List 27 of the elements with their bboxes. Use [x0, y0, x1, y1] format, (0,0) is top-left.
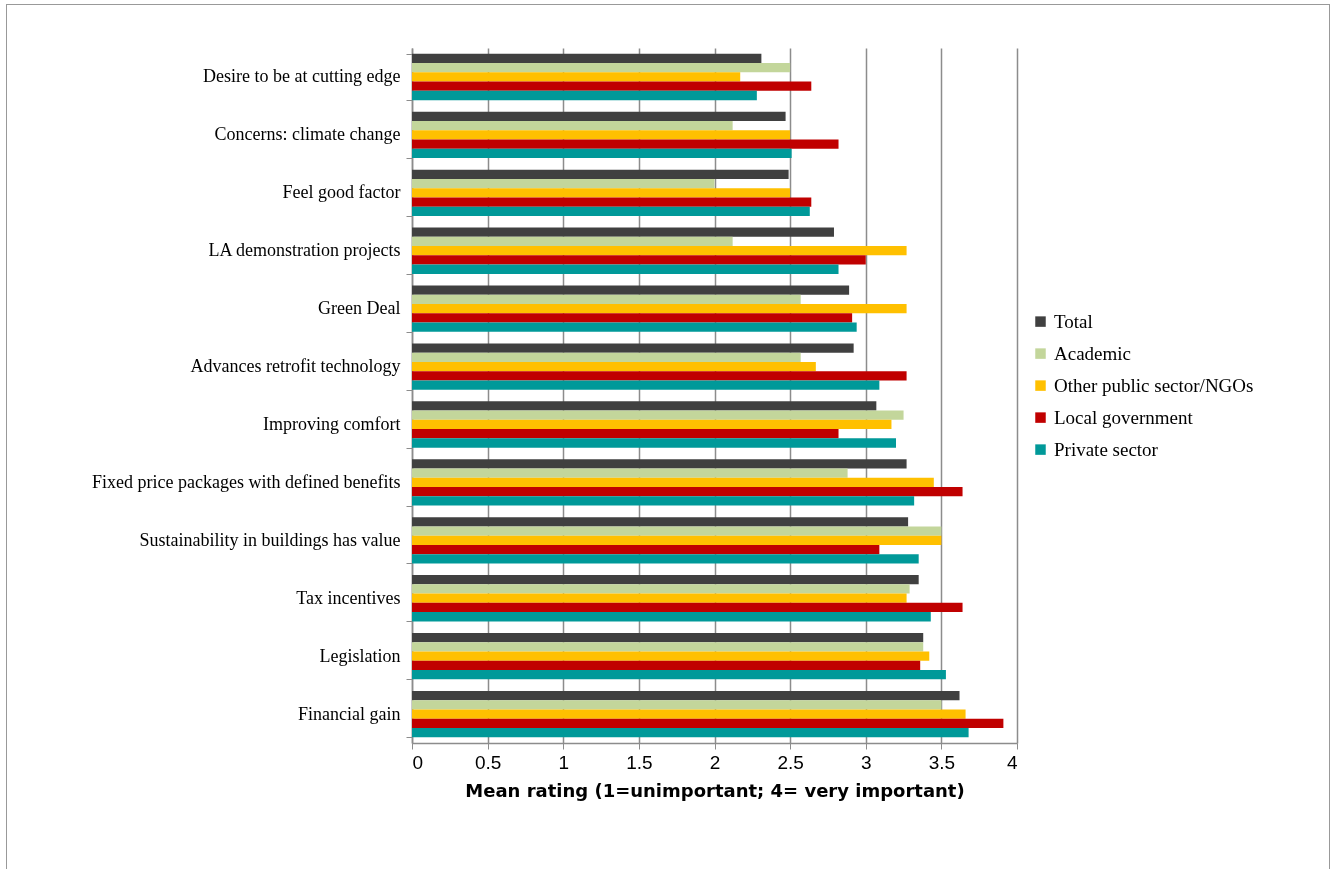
y-tick-label: Legislation [319, 645, 401, 666]
x-tick-label: 1.5 [626, 751, 653, 773]
y-tick-label: Improving comfort [263, 413, 401, 434]
y-tick-label: Financial gain [298, 703, 401, 724]
y-tick-label: Advances retrofit technology [190, 356, 401, 377]
y-tick-label: Concerns: climate change [214, 124, 401, 145]
y-tick-label: Tax incentives [296, 587, 401, 608]
legend-label: Private sector [1054, 438, 1159, 460]
x-tick-label: 4 [1006, 751, 1018, 773]
x-tick-label: 0.5 [474, 751, 502, 773]
legend-label: Total [1054, 310, 1093, 332]
y-tick-label: Sustainability in buildings has value [139, 529, 401, 550]
x-tick-label: 3.5 [928, 751, 956, 773]
y-tick-label: Fixed price packages with defined benefits [92, 471, 401, 492]
y-tick-label: Green Deal [318, 298, 401, 319]
legend-label: Academic [1054, 342, 1132, 364]
y-tick-label: Desire to be at cutting edge [203, 66, 401, 87]
x-tick-label: 2 [709, 751, 721, 773]
x-tick-label: 1 [558, 751, 570, 773]
legend-label: Local government [1054, 406, 1194, 428]
x-tick-label: 2.5 [777, 751, 804, 773]
x-axis-title: Mean rating (1=unimportant; 4= very important) [465, 779, 965, 801]
y-tick-label: LA demonstration projects [208, 240, 401, 261]
y-tick-label: Feel good factor [282, 182, 401, 203]
x-tick-label: 3 [860, 751, 872, 773]
legend-label: Other public sector/NGOs [1054, 374, 1254, 396]
x-tick-label: 0 [412, 751, 424, 773]
